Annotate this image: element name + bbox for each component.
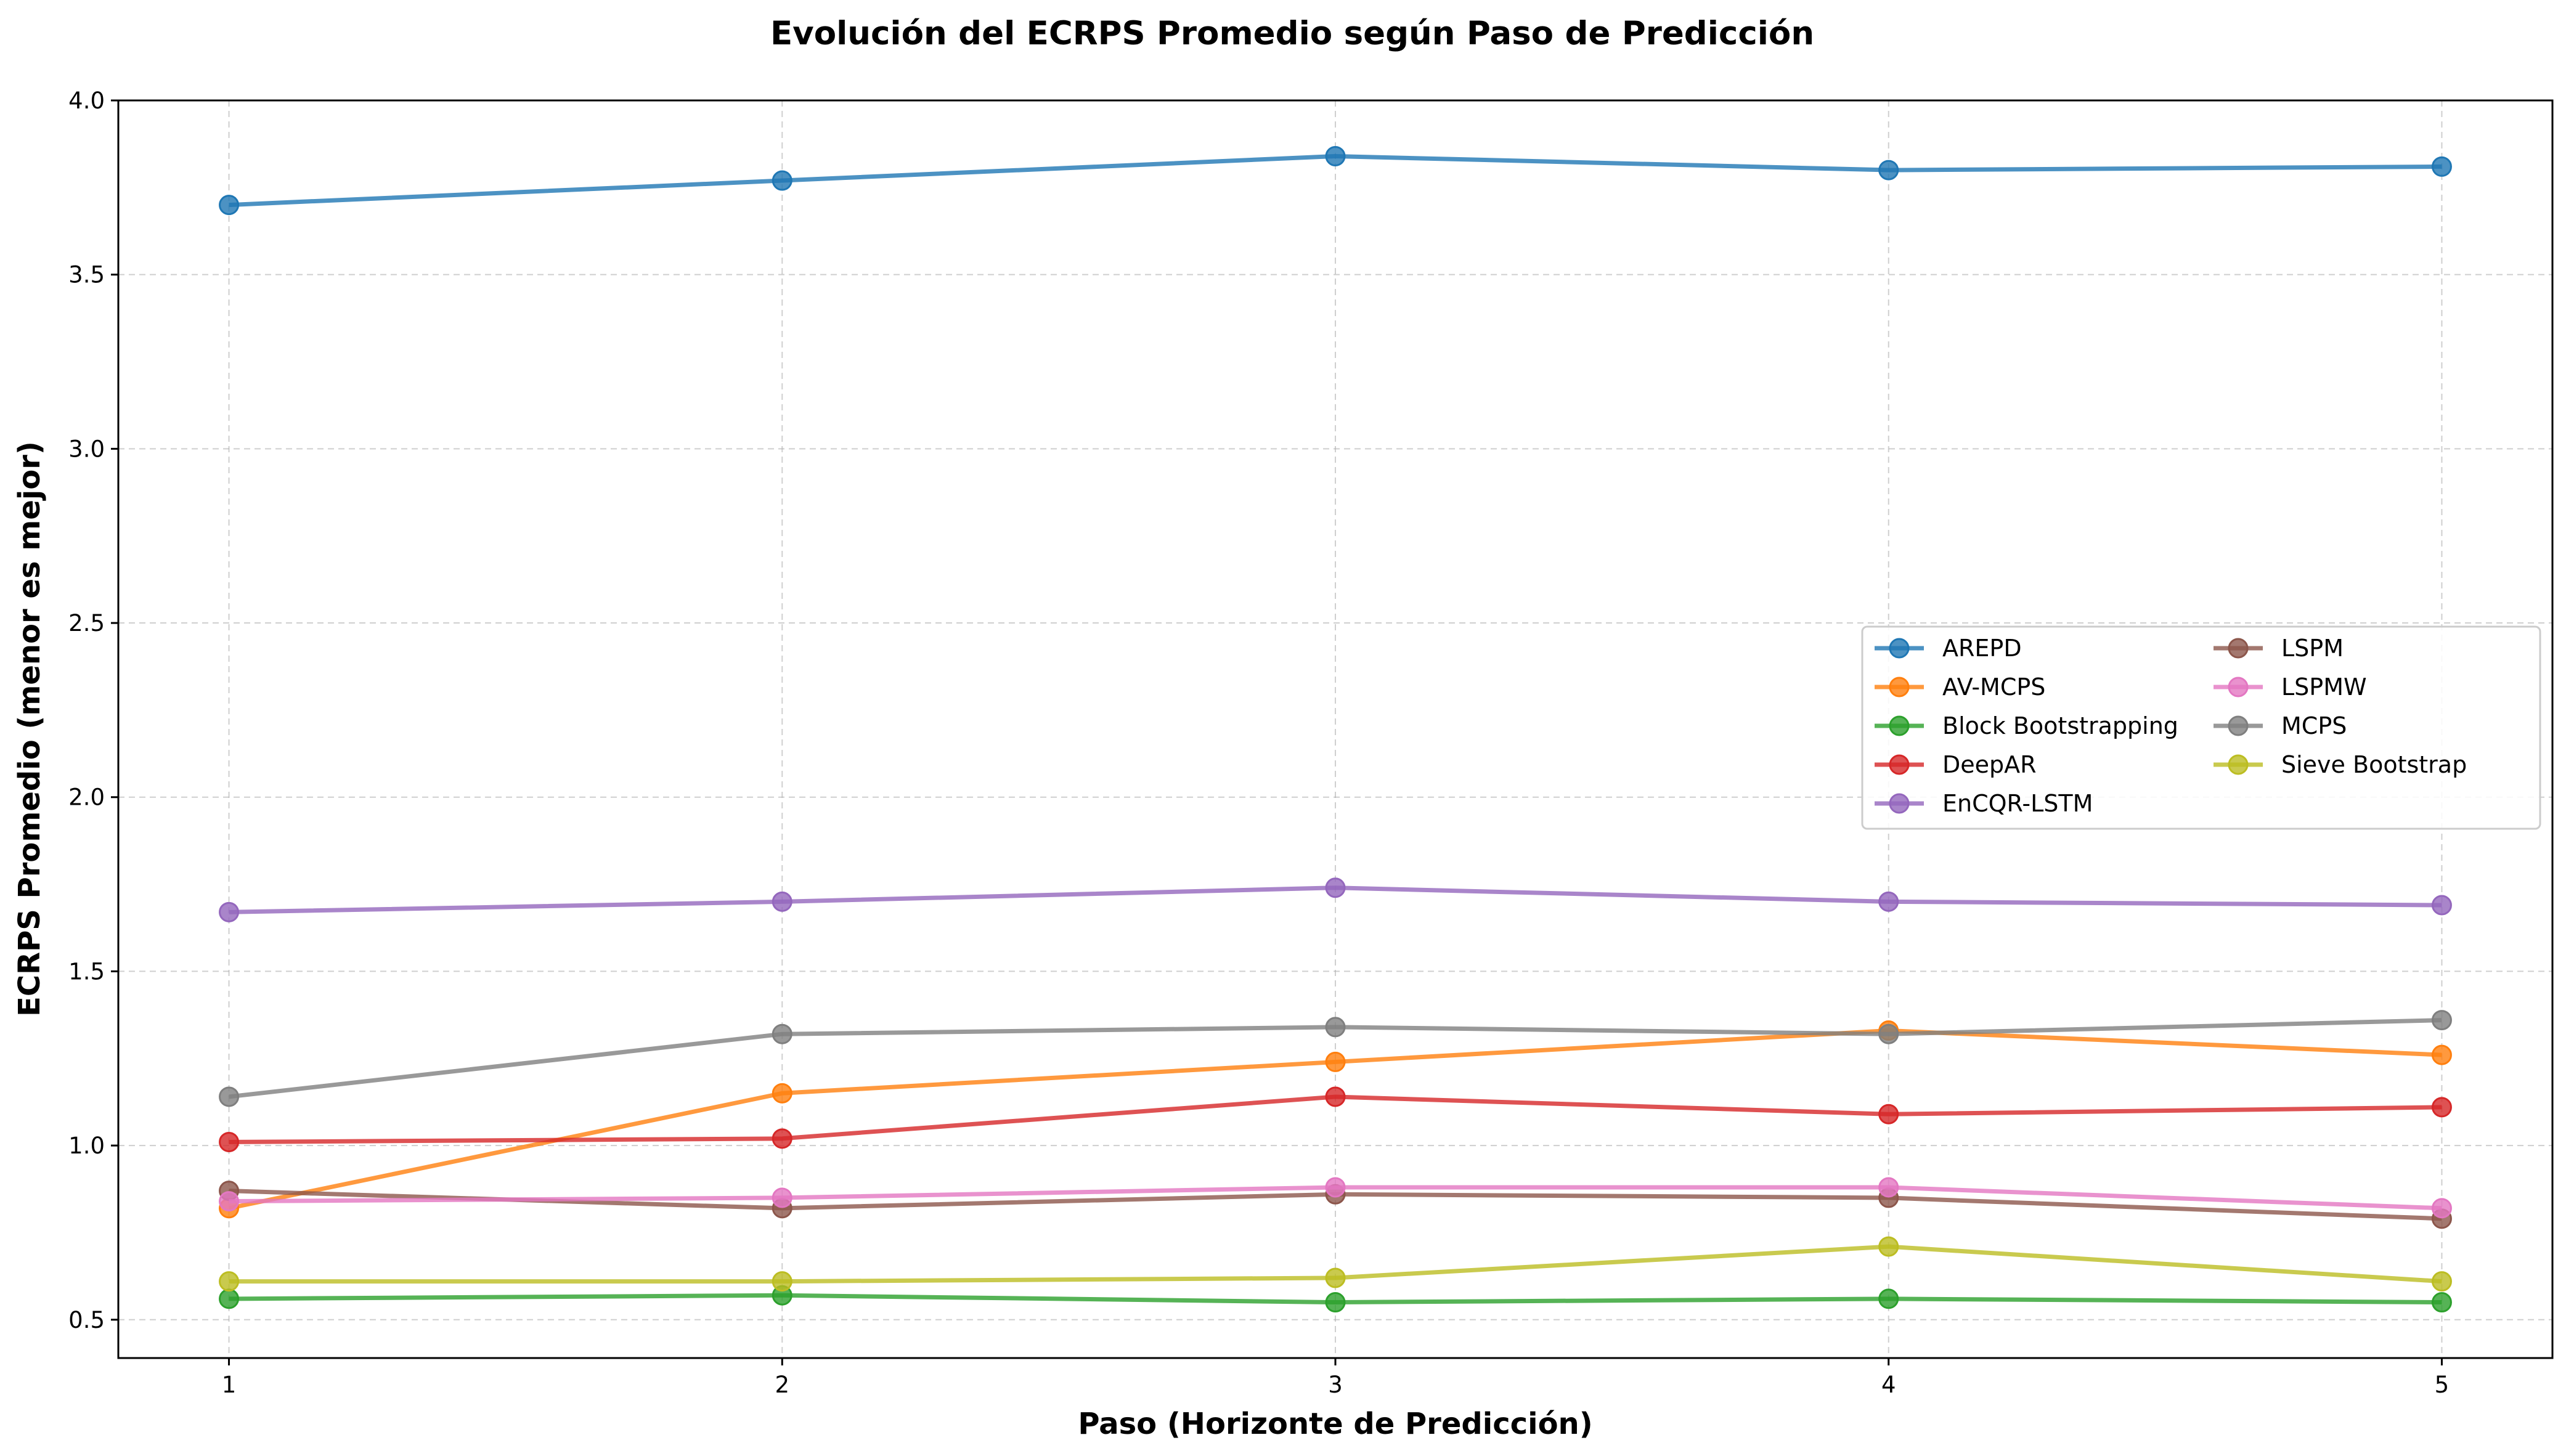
- legend-label: AREPD: [1942, 635, 2022, 662]
- legend-item: MCPS: [2214, 712, 2347, 739]
- data-point: [2431, 1198, 2452, 1219]
- grid: [118, 100, 2552, 1358]
- legend-label: AV-MCPS: [1942, 673, 2045, 701]
- x-tick-label: 3: [1328, 1372, 1343, 1398]
- data-point: [1878, 1104, 1899, 1125]
- data-point: [219, 1271, 240, 1292]
- data-point: [772, 170, 792, 191]
- data-point: [1878, 1236, 1899, 1257]
- x-tick-label: 2: [775, 1372, 789, 1398]
- legend-item: AREPD: [1875, 635, 2022, 662]
- series-mcps: [219, 1010, 2452, 1107]
- data-point: [219, 1191, 240, 1212]
- data-point: [1878, 891, 1899, 912]
- y-tick-label: 0.5: [68, 1307, 105, 1333]
- legend-box: [1861, 625, 2541, 830]
- x-axis: 1 2 3 4 5: [222, 1358, 2449, 1398]
- data-point: [1325, 1177, 1346, 1198]
- data-point: [1325, 1292, 1346, 1313]
- data-point: [1325, 877, 1346, 898]
- data-point: [772, 1187, 792, 1208]
- data-point: [219, 195, 240, 216]
- series-block-bootstrapping: [219, 1285, 2452, 1313]
- y-tick-label: 4.0: [68, 87, 105, 114]
- data-point: [2431, 895, 2452, 916]
- x-tick-label: 1: [222, 1372, 237, 1398]
- data-point: [772, 1023, 792, 1044]
- x-tick-label: 4: [1881, 1372, 1896, 1398]
- data-point: [772, 1083, 792, 1104]
- series-encqr-lstm: [219, 877, 2452, 922]
- legend-item: LSPM: [2214, 635, 2344, 662]
- legend-item: LSPMW: [2214, 673, 2367, 701]
- series-sieve-bootstrap: [219, 1236, 2452, 1292]
- data-point: [2431, 1044, 2452, 1065]
- data-point: [772, 1128, 792, 1149]
- legend-label: EnCQR-LSTM: [1942, 790, 2093, 817]
- data-point: [1878, 1288, 1899, 1309]
- x-axis-label: Paso (Horizonte de Predicción): [1078, 1407, 1592, 1441]
- legend-item: Sieve Bootstrap: [2214, 751, 2467, 778]
- legend-swatch-marker: [2228, 638, 2249, 659]
- legend-item: DeepAR: [1875, 751, 2037, 778]
- data-point: [1325, 1051, 1346, 1072]
- legend-swatch-marker: [1889, 677, 1910, 697]
- y-tick-label: 3.5: [68, 262, 105, 288]
- data-point: [2431, 1292, 2452, 1313]
- legend-swatch-marker: [2228, 715, 2249, 736]
- data-point: [772, 1271, 792, 1292]
- legend-swatch-marker: [1889, 638, 1910, 659]
- legend-label: DeepAR: [1942, 751, 2037, 778]
- y-tick-label: 1.0: [68, 1133, 105, 1159]
- data-point: [1325, 1267, 1346, 1288]
- data-point: [219, 1288, 240, 1309]
- data-point: [2431, 156, 2452, 177]
- y-tick-label: 3.0: [68, 436, 105, 462]
- data-point: [219, 1131, 240, 1152]
- legend-label: Block Bootstrapping: [1942, 712, 2178, 739]
- data-point: [1325, 145, 1346, 166]
- chart-title: Evolución del ECRPS Promedio según Paso …: [770, 15, 1814, 52]
- legend-item: EnCQR-LSTM: [1875, 790, 2093, 817]
- data-point: [1325, 1017, 1346, 1038]
- series-arepd: [219, 145, 2452, 216]
- y-axis: 0.5 1.0 1.5 2.0 2.5 3.0 3.5 4.0: [68, 87, 118, 1333]
- legend-label: MCPS: [2281, 712, 2347, 739]
- x-tick-label: 5: [2435, 1372, 2450, 1398]
- data-point: [219, 1086, 240, 1107]
- series-lspmw: [219, 1177, 2452, 1219]
- legend-item: Block Bootstrapping: [1875, 712, 2178, 739]
- data-point: [2431, 1271, 2452, 1292]
- legend-swatch-marker: [1889, 754, 1910, 775]
- data-point: [1878, 1023, 1899, 1044]
- data-point: [219, 901, 240, 922]
- legend-swatch-marker: [2228, 754, 2249, 775]
- legend-swatch-marker: [1889, 793, 1910, 814]
- series-deepar: [219, 1086, 2452, 1152]
- data-point: [772, 891, 792, 912]
- y-axis-label: ECRPS Promedio (menor es mejor): [12, 441, 47, 1017]
- data-point: [1878, 160, 1899, 181]
- series-layer: [219, 145, 2452, 1313]
- data-point: [2431, 1010, 2452, 1031]
- legend-item: AV-MCPS: [1875, 673, 2045, 701]
- y-tick-label: 1.5: [68, 958, 105, 985]
- data-point: [1325, 1086, 1346, 1107]
- legend-label: Sieve Bootstrap: [2281, 751, 2467, 778]
- legend-swatch-marker: [2228, 677, 2249, 697]
- legend-label: LSPM: [2281, 635, 2344, 662]
- legend-swatch-marker: [1889, 715, 1910, 736]
- data-point: [1878, 1177, 1899, 1198]
- y-tick-label: 2.0: [68, 784, 105, 811]
- data-point: [2431, 1097, 2452, 1118]
- legend-label: LSPMW: [2281, 673, 2367, 701]
- legend: AREPD AV-MCPS Block Bootstrapping DeepAR EnC…: [1861, 625, 2541, 830]
- y-tick-label: 2.5: [68, 610, 105, 636]
